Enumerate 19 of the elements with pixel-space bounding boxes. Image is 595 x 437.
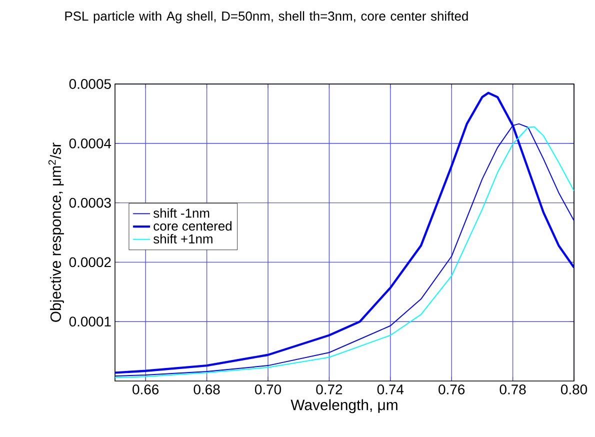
chart-title: PSL particle with Ag shell, D=50nm, shell th=3nm, core center shifted bbox=[65, 11, 468, 24]
x-tick-label: 0.76 bbox=[438, 384, 465, 394]
legend-label: shift +1nm bbox=[154, 234, 212, 244]
x-tick-label: 0.80 bbox=[560, 384, 588, 394]
y-tick-label: 0.0002 bbox=[69, 257, 111, 268]
legend-label: shift -1nm bbox=[154, 208, 210, 218]
x-tick-label: 0.70 bbox=[254, 384, 282, 394]
y-tick-label: 0.0005 bbox=[69, 79, 111, 89]
x-tick-label: 0.78 bbox=[500, 384, 526, 394]
y-tick-label: 0.0001 bbox=[69, 316, 111, 327]
legend-label: core centered bbox=[154, 221, 232, 231]
x-tick-label: 0.74 bbox=[377, 384, 404, 394]
x-tick-label: 0.66 bbox=[132, 384, 159, 394]
y-tick-label: 0.0003 bbox=[69, 198, 111, 208]
y-tick-label: 0.0004 bbox=[69, 138, 112, 148]
y-axis-title: Objective responce, μm$^{2}$/sr bbox=[48, 142, 64, 322]
x-tick-label: 0.72 bbox=[316, 384, 342, 394]
x-axis-title: Wavelength, μm bbox=[290, 399, 398, 414]
x-tick-label: 0.68 bbox=[194, 384, 220, 394]
